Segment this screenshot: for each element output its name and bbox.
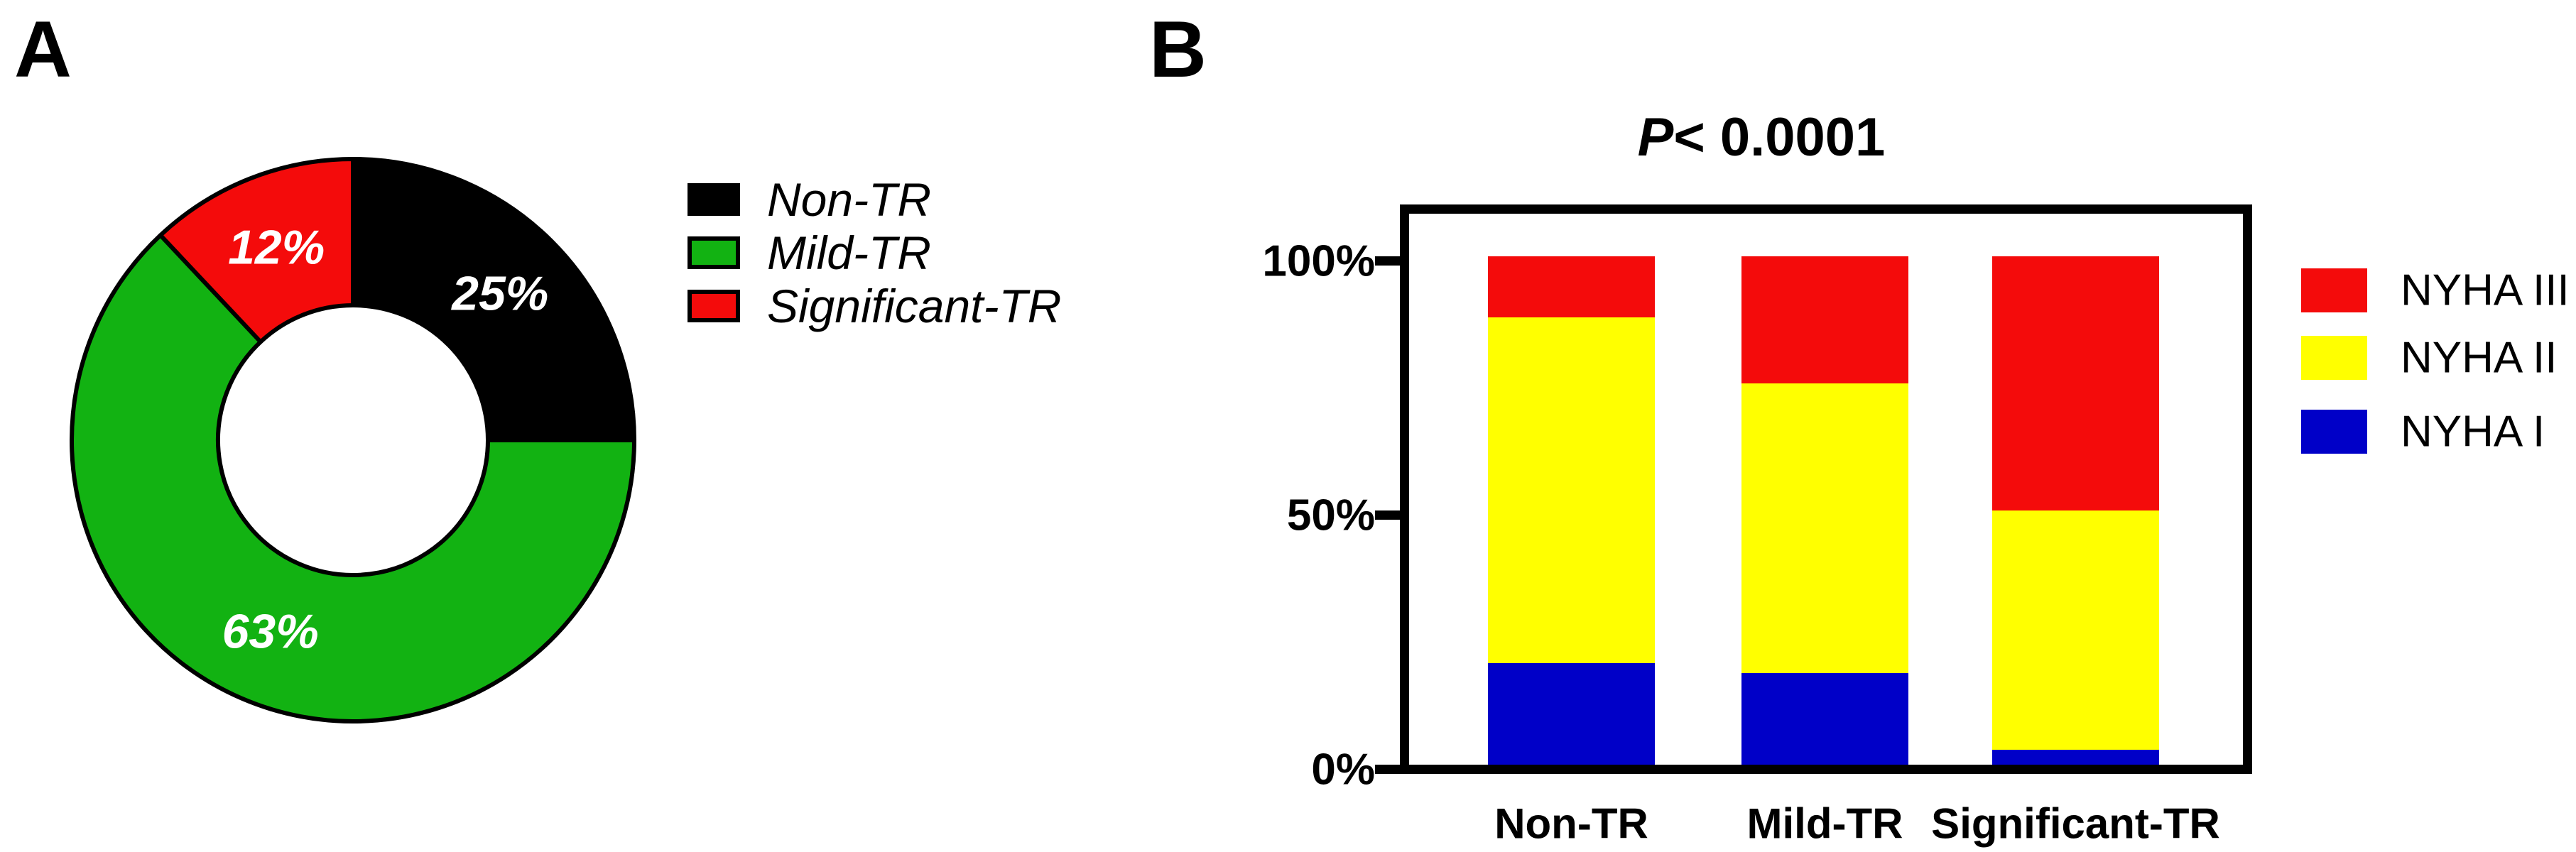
bar-mild-tr-segment-nyha-iii bbox=[1741, 256, 1908, 383]
panel-b-title: P< 0.0001 bbox=[1638, 106, 1886, 168]
x-label-significant-tr: Significant-TR bbox=[1931, 799, 2220, 848]
bar-non-tr bbox=[1488, 256, 1655, 765]
legend-label-non-tr: Non-TR bbox=[767, 173, 932, 226]
bar-mild-tr bbox=[1741, 256, 1908, 765]
panel-a-label: A bbox=[14, 5, 72, 94]
legend-label-nyha-i: NYHA I bbox=[2401, 407, 2545, 457]
bar-non-tr-segment-nyha-i bbox=[1488, 662, 1655, 765]
legend-swatch-nyha-i bbox=[2301, 410, 2367, 454]
legend-label-nyha-iii: NYHA III bbox=[2401, 266, 2570, 315]
plot-area bbox=[1409, 214, 2243, 765]
bar-significant-tr-segment-nyha-i bbox=[1992, 749, 2159, 765]
donut-value-label-significant-tr: 12% bbox=[228, 220, 325, 274]
plot-frame bbox=[1400, 204, 2252, 774]
legend-label-significant-tr: Significant-TR bbox=[767, 280, 1062, 332]
donut-value-label-non-tr: 25% bbox=[450, 267, 548, 321]
legend-label-mild-tr: Mild-TR bbox=[767, 226, 931, 279]
legend-swatch-nyha-ii bbox=[2301, 336, 2367, 380]
bar-significant-tr-segment-nyha-iii bbox=[1992, 256, 2159, 510]
legend-swatch-non-tr bbox=[688, 183, 740, 216]
panel-b-label: B bbox=[1149, 5, 1207, 94]
y-tick-mark-0 bbox=[1375, 765, 1400, 774]
bar-non-tr-segment-nyha-iii bbox=[1488, 256, 1655, 317]
legend-label-nyha-ii: NYHA II bbox=[2401, 333, 2558, 383]
bar-non-tr-segment-nyha-ii bbox=[1488, 317, 1655, 663]
donut-chart: 25% 63% 12% bbox=[70, 157, 636, 723]
bar-mild-tr-segment-nyha-ii bbox=[1741, 383, 1908, 674]
legend-swatch-nyha-iii bbox=[2301, 268, 2367, 312]
donut-slice-significant-tr bbox=[158, 157, 355, 344]
y-tick-mark-100 bbox=[1375, 256, 1400, 266]
x-label-mild-tr: Mild-TR bbox=[1746, 799, 1903, 848]
legend-swatch-significant-tr bbox=[688, 290, 740, 322]
bar-significant-tr bbox=[1992, 256, 2159, 765]
legend-swatch-mild-tr bbox=[688, 236, 740, 269]
y-tick-mark-50 bbox=[1375, 510, 1400, 520]
donut-slice-non-tr bbox=[351, 157, 636, 442]
y-tick-label-50: 50% bbox=[1286, 491, 1375, 540]
bar-mild-tr-segment-nyha-i bbox=[1741, 673, 1908, 765]
bar-significant-tr-segment-nyha-ii bbox=[1992, 510, 2159, 750]
panel-b-title-p: P bbox=[1637, 107, 1674, 168]
x-label-non-tr: Non-TR bbox=[1494, 799, 1648, 848]
y-tick-label-100: 100% bbox=[1262, 236, 1375, 285]
donut-value-label-mild-tr: 63% bbox=[222, 605, 319, 659]
donut-slice-mild-tr bbox=[70, 233, 636, 723]
panel-b-title-value: < 0.0001 bbox=[1673, 107, 1886, 168]
y-tick-label-0: 0% bbox=[1311, 745, 1375, 794]
